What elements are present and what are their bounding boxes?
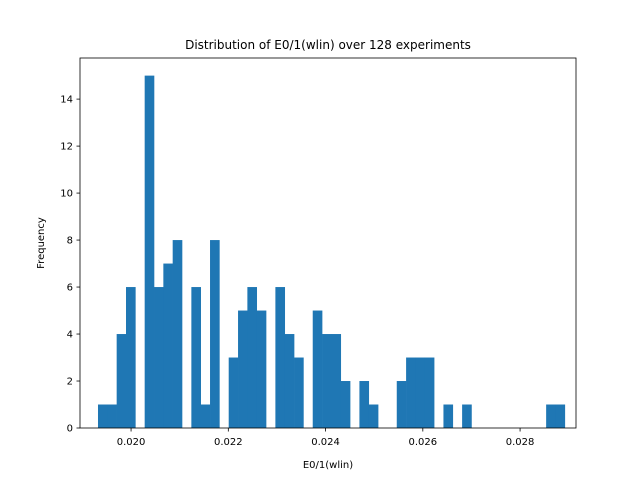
histogram-bar <box>191 287 201 428</box>
x-tick-label: 0.028 <box>506 437 535 448</box>
histogram-bar <box>172 240 183 428</box>
histogram-bar <box>97 404 108 428</box>
bars-group <box>97 75 566 428</box>
histogram-bar <box>368 404 379 428</box>
y-axis-ticks: 0 2 4 6 8 10 12 14 <box>60 95 80 435</box>
x-tick-label: 0.024 <box>311 437 340 448</box>
histogram-bar <box>322 334 332 428</box>
y-tick-label: 0 <box>67 424 73 435</box>
histogram-bar <box>331 334 342 428</box>
y-tick-label: 14 <box>60 95 73 106</box>
x-axis-ticks: 0.020 0.022 0.024 0.026 0.028 <box>117 428 535 448</box>
histogram-bar <box>200 404 211 428</box>
chart-title: Distribution of E0/1(wlin) over 128 expe… <box>185 38 471 52</box>
histogram-bar <box>163 263 173 428</box>
histogram-bar <box>107 404 117 428</box>
histogram-bar <box>154 287 164 428</box>
histogram-bar <box>126 287 136 428</box>
histogram-bar <box>359 381 370 428</box>
histogram-bar <box>406 357 416 428</box>
y-axis-label: Frequency <box>36 217 47 269</box>
histogram-bar <box>396 381 407 428</box>
y-tick-label: 2 <box>67 377 73 388</box>
x-tick-label: 0.022 <box>214 437 243 448</box>
histogram-bar <box>294 357 304 428</box>
histogram-bar <box>275 287 286 428</box>
x-axis-label: E0/1(wlin) <box>303 460 353 471</box>
y-tick-label: 12 <box>60 142 73 153</box>
y-tick-label: 6 <box>67 283 73 294</box>
y-tick-label: 4 <box>67 330 73 341</box>
histogram-bar <box>312 310 323 428</box>
histogram-bar <box>116 334 127 428</box>
histogram-bar <box>284 334 295 428</box>
histogram-bar <box>256 310 267 428</box>
histogram-bar <box>340 381 351 428</box>
histogram-bar <box>555 404 566 428</box>
histogram-bar <box>415 357 426 428</box>
x-tick-label: 0.026 <box>409 437 438 448</box>
histogram-bar <box>546 404 556 428</box>
histogram-bar <box>228 357 239 428</box>
plot-frame <box>79 57 577 429</box>
histogram-bar <box>247 287 258 428</box>
histogram-bar <box>424 357 435 428</box>
x-tick-label: 0.020 <box>117 437 146 448</box>
histogram-bar <box>462 404 472 428</box>
histogram-bar <box>238 310 248 428</box>
y-tick-label: 8 <box>67 236 73 247</box>
histogram-bar <box>443 404 454 428</box>
y-tick-label: 10 <box>60 189 73 200</box>
histogram-bar <box>210 240 220 428</box>
histogram-bar <box>144 75 155 428</box>
